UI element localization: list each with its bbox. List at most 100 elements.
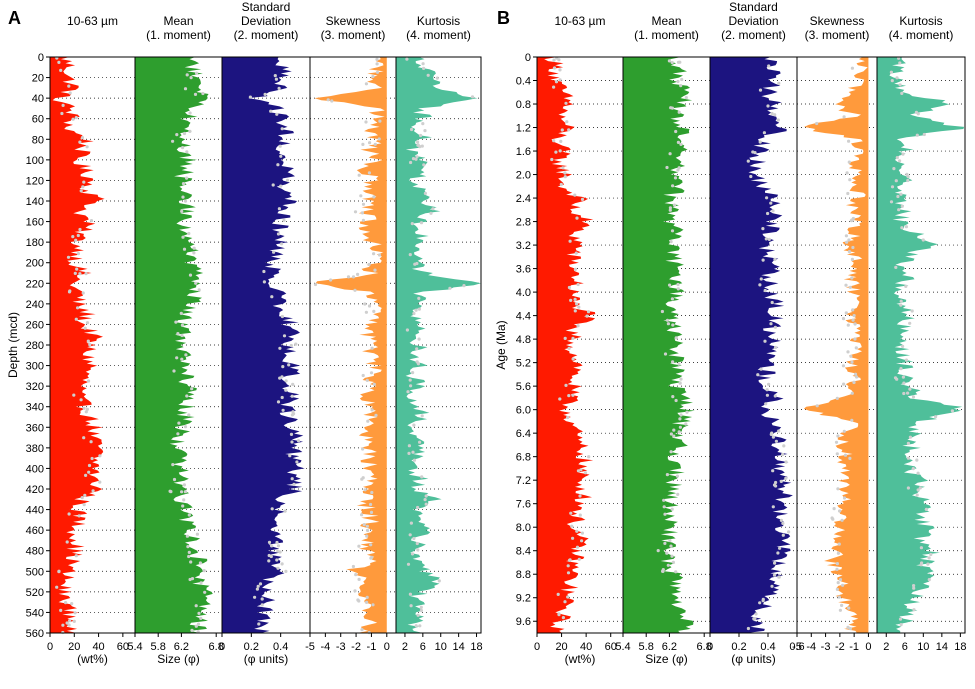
- data-point: [375, 57, 379, 62]
- data-point: [415, 155, 419, 159]
- data-point: [765, 196, 769, 200]
- data-point: [574, 251, 578, 255]
- data-point: [676, 140, 681, 144]
- data-point: [674, 570, 678, 574]
- data-point: [419, 133, 423, 138]
- data-point: [181, 235, 185, 239]
- data-point: [357, 577, 361, 582]
- data-point: [850, 218, 854, 222]
- data-point: [854, 346, 858, 350]
- x-tick-label: 5.8: [151, 641, 166, 653]
- data-point: [419, 605, 423, 610]
- data-point: [72, 619, 76, 624]
- data-point: [782, 444, 786, 448]
- x-tick-label: -5: [305, 641, 315, 653]
- data-point: [846, 191, 850, 196]
- data-point: [369, 510, 374, 514]
- track-header: (4. moment): [406, 28, 471, 42]
- data-point: [573, 309, 577, 313]
- data-point: [890, 79, 894, 83]
- data-point: [586, 310, 591, 314]
- data-point: [669, 240, 673, 244]
- data-point: [267, 559, 271, 563]
- data-point: [373, 268, 377, 272]
- data-point: [761, 597, 765, 601]
- data-point: [912, 586, 916, 590]
- data-point: [61, 103, 65, 107]
- data-point: [275, 558, 279, 562]
- data-point: [188, 577, 192, 582]
- data-point: [573, 297, 577, 301]
- data-point: [837, 542, 841, 546]
- y-tick-label: 8.8: [516, 569, 531, 581]
- track-header: Standard: [242, 0, 291, 14]
- data-point: [573, 193, 577, 197]
- data-point: [356, 598, 360, 602]
- data-point: [274, 77, 278, 81]
- data-point: [899, 192, 903, 196]
- data-point: [918, 486, 922, 490]
- data-point: [181, 504, 185, 508]
- track-kurt: Kurtosis(4. moment) 2 6 10 14 18: [876, 14, 966, 653]
- data-point: [561, 616, 566, 620]
- data-point: [751, 150, 755, 154]
- data-point: [566, 595, 570, 599]
- data-point: [412, 458, 417, 462]
- data-point: [894, 265, 898, 269]
- data-point: [900, 226, 904, 230]
- track-header: (3. moment): [805, 28, 870, 42]
- data-point: [179, 311, 183, 315]
- data-point: [558, 397, 562, 401]
- data-point: [190, 387, 194, 391]
- data-point: [892, 167, 896, 171]
- data-point: [423, 498, 427, 502]
- data-point: [835, 567, 839, 572]
- data-point: [569, 511, 573, 515]
- data-point: [362, 523, 366, 527]
- data-point: [560, 128, 564, 132]
- x-tick-label: 18: [954, 641, 966, 653]
- data-point: [175, 133, 179, 137]
- data-point: [415, 541, 419, 546]
- data-point: [767, 64, 771, 68]
- data-point: [185, 176, 189, 180]
- data-point: [76, 233, 80, 238]
- data-point: [556, 592, 560, 597]
- data-point: [764, 237, 768, 241]
- data-point: [369, 502, 373, 507]
- track-mean: Mean(1. moment) 5.4 5.8 6.2 6.8 Size (φ): [127, 14, 223, 666]
- data-point: [180, 209, 184, 213]
- y-tick-label: 2.0: [516, 170, 531, 182]
- data-point: [668, 206, 673, 210]
- data-point: [67, 512, 71, 516]
- track-skew: Skewness(3. moment) -5 -4 -3 -2 -1 0: [305, 14, 397, 653]
- x-tick-label: 0.6: [789, 641, 804, 653]
- data-point: [356, 272, 360, 276]
- data-point: [419, 608, 423, 613]
- data-point: [248, 95, 252, 99]
- data-point: [908, 435, 913, 439]
- data-point: [169, 490, 173, 494]
- data-point: [296, 439, 301, 443]
- data-point: [911, 467, 915, 471]
- data-point: [421, 122, 425, 126]
- data-point: [408, 592, 412, 596]
- series-area: [623, 57, 695, 633]
- data-point: [411, 450, 415, 454]
- data-point: [850, 418, 854, 422]
- track-frame: [876, 56, 966, 634]
- data-point: [369, 371, 374, 375]
- data-point: [77, 514, 81, 518]
- data-point: [198, 561, 202, 565]
- data-point: [685, 410, 689, 414]
- data-point: [587, 455, 591, 459]
- data-point: [57, 60, 61, 64]
- data-point: [368, 141, 372, 145]
- data-point: [554, 150, 558, 154]
- data-point: [71, 235, 75, 239]
- x-axis-label: (φ units): [731, 652, 775, 666]
- data-point: [558, 78, 562, 82]
- x-tick-label: -3: [336, 641, 346, 653]
- data-point: [552, 139, 556, 143]
